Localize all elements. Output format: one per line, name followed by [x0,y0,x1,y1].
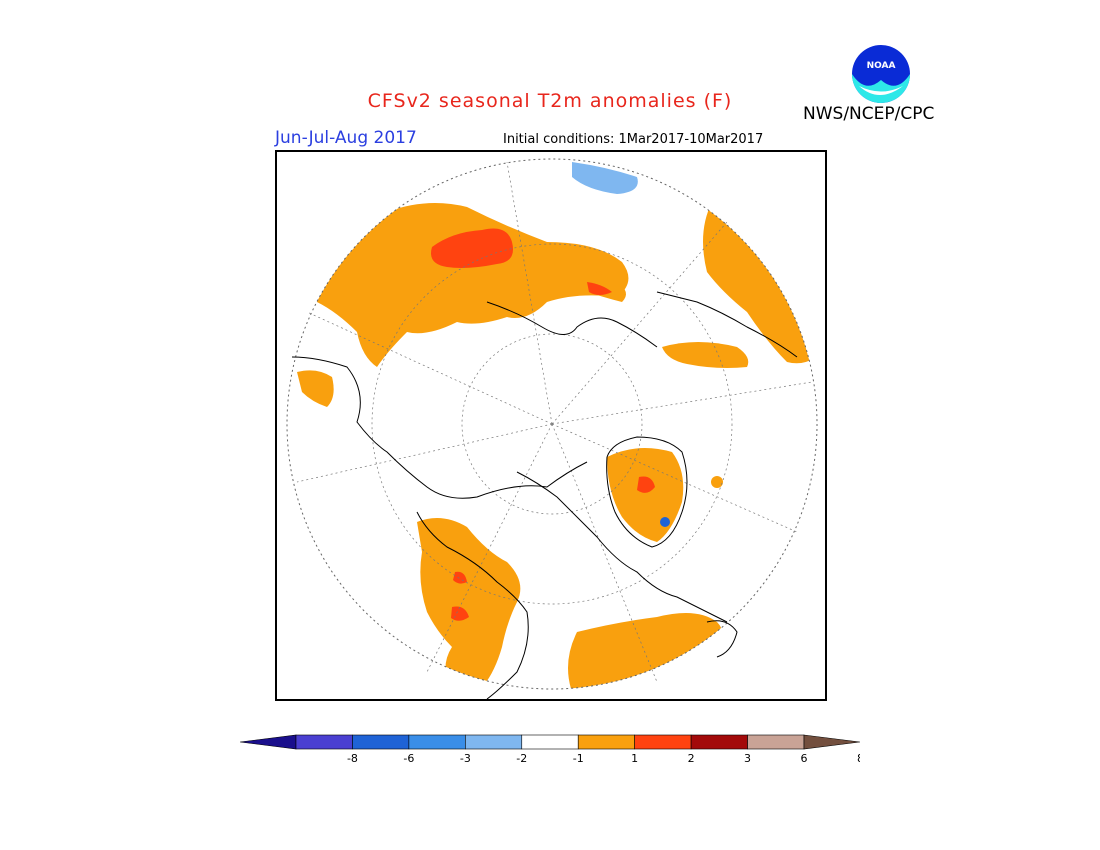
legend-box [521,734,579,750]
anomaly-region-warm-canada [711,476,723,488]
legend-tick-label: -1 [573,752,584,765]
anomaly-region-north-america [417,518,521,689]
legend-tick-label: -8 [347,752,358,765]
legend-tick-label: 2 [688,752,695,765]
chart-title: CFSv2 seasonal T2m anomalies (F) [367,90,733,112]
anomaly-region-east-siberia-strong [587,282,612,295]
graticule [296,161,813,683]
coastlines [291,291,798,699]
legend-arrow-high [803,734,860,750]
hemisphere-boundary [286,158,818,690]
legend-box [690,734,748,750]
legend-box [577,734,635,750]
anomaly-region-north-america-strong [451,606,469,621]
legend-box [352,734,410,750]
anomaly-region-scandinavia [662,342,749,368]
legend-tick-label: -2 [516,752,527,765]
legend-box [465,734,523,750]
polar-map [286,158,818,699]
anomaly-region-greenland [607,448,684,542]
anomaly-region-south-europe [568,613,723,689]
legend-tick-label: 8 [857,752,860,765]
anomaly-region-east-siberia [570,262,626,302]
noaa-logo: NOAA [850,43,912,105]
legend-box [295,734,353,750]
legend-tick-label: -6 [403,752,414,765]
legend-tick-label: 1 [631,752,638,765]
legend-tick-label: -3 [460,752,471,765]
legend-tick-label: 6 [801,752,808,765]
legend-box [634,734,692,750]
legend-box [747,734,805,750]
anomaly-region-alaska [297,370,334,407]
map-frame [275,150,827,701]
agency-label: NWS/NCEP/CPC [803,104,935,124]
legend-box [408,734,466,750]
anomaly-region-siberia-strong [431,228,513,268]
anomaly-region-cool-north [572,162,638,194]
legend-arrow-low [240,734,297,750]
noaa-logo-text: NOAA [867,61,896,71]
initial-conditions-label: Initial conditions: 1Mar2017-10Mar2017 [503,132,764,147]
anomaly-region-cool-greenland [660,517,670,527]
color-legend: -8 -6 -3 -2 -1 1 2 3 6 8 [240,734,860,765]
season-label: Jun-Jul-Aug 2017 [275,128,417,148]
anomaly-region-europe [703,202,817,364]
anomaly-region-greenland-strong [637,476,655,493]
legend-tick-label: 3 [744,752,751,765]
